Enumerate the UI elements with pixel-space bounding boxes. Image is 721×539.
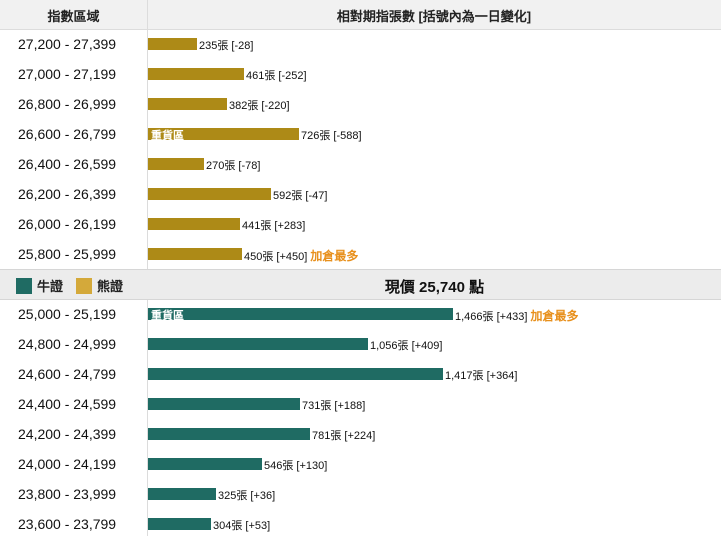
bar-value-text: 441張 [+283] xyxy=(242,220,306,232)
table-row: 24,600 - 24,799 1,417張 [+364] xyxy=(0,359,721,389)
bar-value-label: 382張 [-220] xyxy=(229,97,290,113)
bar-value-label: 731張 [+188] xyxy=(302,397,365,413)
table-row: 26,000 - 26,199 441張 [+283] xyxy=(0,209,721,239)
index-range-label: 26,400 - 26,599 xyxy=(18,156,117,172)
bar-value-text: 450張 [+450] xyxy=(244,251,308,263)
index-range-label: 23,800 - 23,999 xyxy=(18,486,117,502)
most-added-tag: 加倉最多 xyxy=(530,309,579,323)
bear-bar xyxy=(148,38,197,50)
bull-bar: 重貨區 xyxy=(148,308,453,322)
bull-bar xyxy=(148,428,310,440)
current-price: 現價 25,740 點 xyxy=(384,279,485,296)
bull-bar xyxy=(148,488,216,500)
index-range-label: 26,200 - 26,399 xyxy=(18,186,117,202)
bar-value-label: 1,417張 [+364] xyxy=(445,367,517,383)
bar-value-text: 1,417張 [+364] xyxy=(445,370,518,382)
index-range-label: 24,400 - 24,599 xyxy=(18,396,117,412)
bar-value-text: 461張 [-252] xyxy=(246,70,307,82)
index-range-label: 24,000 - 24,199 xyxy=(18,456,117,472)
bar-value-text: 731張 [+188] xyxy=(302,400,366,412)
column-header-contracts: 相對期指張數 [括號內為一日變化] xyxy=(336,9,532,24)
bar-value-label: 781張 [+224] xyxy=(312,427,375,443)
legend-price-bar: 牛證 熊證 現價 25,740 點 xyxy=(0,269,721,300)
most-added-tag: 加倉最多 xyxy=(310,249,359,263)
legend-bear-swatch xyxy=(76,278,92,294)
index-range-label: 26,800 - 26,999 xyxy=(18,96,117,112)
table-row: 24,200 - 24,399 781張 [+224] xyxy=(0,419,721,449)
index-range-label: 27,200 - 27,399 xyxy=(18,36,117,52)
table-row: 23,800 - 23,999 325張 [+36] xyxy=(0,479,721,509)
bear-bar xyxy=(148,218,240,230)
bar-value-label: 304張 [+53] xyxy=(213,517,270,533)
table-row: 27,200 - 27,399 235張 [-28] xyxy=(0,29,721,59)
heavy-zone-label: 重貨區 xyxy=(151,310,184,322)
bar-value-text: 726張 [-588] xyxy=(301,130,362,142)
bar-value-label: 325張 [+36] xyxy=(218,487,275,503)
bull-bar xyxy=(148,338,368,350)
bar-value-label: 270張 [-78] xyxy=(206,157,260,173)
table-row: 25,000 - 25,199 重貨區 1,466張 [+433] 加倉最多 xyxy=(0,299,721,329)
bar-value-label: 450張 [+450] 加倉最多 xyxy=(244,247,358,264)
index-range-label: 27,000 - 27,199 xyxy=(18,66,117,82)
index-range-label: 26,000 - 26,199 xyxy=(18,216,117,232)
index-range-label: 24,600 - 24,799 xyxy=(18,366,117,382)
column-divider xyxy=(147,0,148,536)
table-row: 26,600 - 26,799 重貨區 726張 [-588] xyxy=(0,119,721,149)
table-row: 26,400 - 26,599 270張 [-78] xyxy=(0,149,721,179)
legend-bull: 牛證 xyxy=(16,276,63,295)
index-range-label: 24,800 - 24,999 xyxy=(18,336,117,352)
bear-bar xyxy=(148,248,242,260)
index-range-label: 26,600 - 26,799 xyxy=(18,126,117,142)
bar-value-text: 1,466張 [+433] xyxy=(455,311,528,323)
bar-value-label: 592張 [-47] xyxy=(273,187,327,203)
index-range-label: 23,600 - 23,799 xyxy=(18,516,117,532)
legend-bull-swatch xyxy=(16,278,32,294)
bar-value-text: 325張 [+36] xyxy=(218,490,276,502)
bear-bar xyxy=(148,68,244,80)
table-row: 24,800 - 24,999 1,056張 [+409] xyxy=(0,329,721,359)
bull-bar xyxy=(148,518,211,530)
legend-bear: 熊證 xyxy=(76,276,123,295)
bar-value-label: 461張 [-252] xyxy=(246,67,307,83)
bull-bar xyxy=(148,368,443,380)
heavy-zone-label: 重貨區 xyxy=(151,130,184,142)
bar-value-label: 441張 [+283] xyxy=(242,217,305,233)
bar-value-label: 235張 [-28] xyxy=(199,37,253,53)
table-row: 27,000 - 27,199 461張 [-252] xyxy=(0,59,721,89)
bar-value-text: 1,056張 [+409] xyxy=(370,340,443,352)
legend-bear-label: 熊證 xyxy=(97,279,124,294)
bull-bar xyxy=(148,458,262,470)
bar-value-text: 592張 [-47] xyxy=(273,190,328,202)
bear-bar xyxy=(148,188,271,200)
bear-bar xyxy=(148,158,204,170)
bar-value-text: 270張 [-78] xyxy=(206,160,261,172)
bar-value-text: 382張 [-220] xyxy=(229,100,290,112)
table-row: 24,400 - 24,599 731張 [+188] xyxy=(0,389,721,419)
index-range-label: 25,800 - 25,999 xyxy=(18,246,117,262)
bar-value-label: 726張 [-588] xyxy=(301,127,362,143)
column-header-index-range: 指數區域 xyxy=(47,9,100,24)
bar-value-label: 546張 [+130] xyxy=(264,457,327,473)
table-row: 24,000 - 24,199 546張 [+130] xyxy=(0,449,721,479)
bar-value-text: 781張 [+224] xyxy=(312,430,376,442)
table-row: 23,600 - 23,799 304張 [+53] xyxy=(0,509,721,539)
table-row: 25,800 - 25,999 450張 [+450] 加倉最多 xyxy=(0,239,721,269)
bar-value-text: 546張 [+130] xyxy=(264,460,328,472)
table-header: 指數區域 相對期指張數 [括號內為一日變化] xyxy=(0,0,721,30)
legend-bull-label: 牛證 xyxy=(37,279,64,294)
bar-value-text: 235張 [-28] xyxy=(199,40,254,52)
bear-bar: 重貨區 xyxy=(148,128,299,142)
bear-bar xyxy=(148,98,227,110)
bar-value-label: 1,466張 [+433] 加倉最多 xyxy=(455,307,579,324)
bar-value-label: 1,056張 [+409] xyxy=(370,337,442,353)
bull-bar xyxy=(148,398,300,410)
table-row: 26,800 - 26,999 382張 [-220] xyxy=(0,89,721,119)
bar-value-text: 304張 [+53] xyxy=(213,520,271,532)
index-range-label: 24,200 - 24,399 xyxy=(18,426,117,442)
index-range-label: 25,000 - 25,199 xyxy=(18,306,117,322)
table-row: 26,200 - 26,399 592張 [-47] xyxy=(0,179,721,209)
